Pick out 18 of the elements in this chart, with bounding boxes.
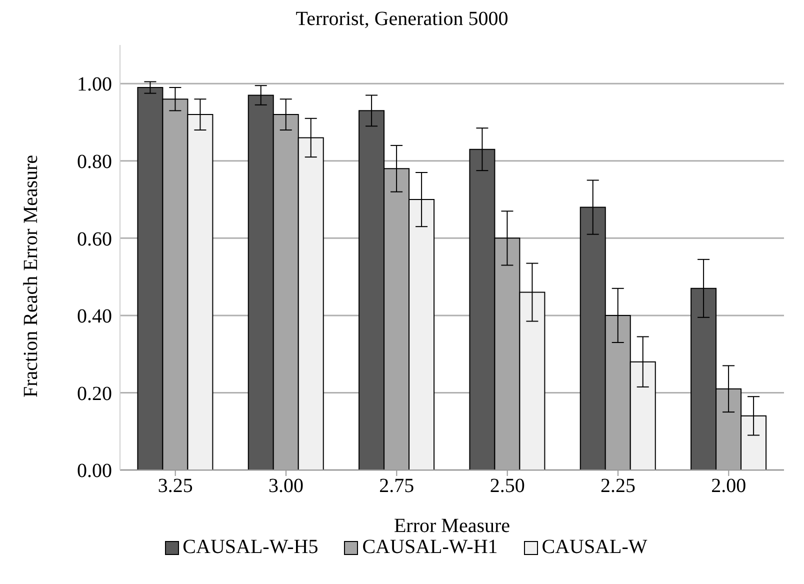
legend-label: CAUSAL-W: [542, 536, 648, 559]
legend-label: CAUSAL-W-H5: [182, 536, 318, 559]
chart-title: Terrorist, Generation 5000: [294, 8, 510, 31]
y-tick-label: 0.40: [77, 306, 112, 328]
y-tick-label: 0.20: [77, 382, 112, 405]
x-tick-label: 2.00: [711, 475, 746, 498]
y-tick-label: 0.80: [77, 151, 112, 174]
y-axis-title: Fraction Reach Error Measure: [20, 154, 42, 398]
x-tick-label: 2.75: [379, 475, 414, 498]
x-tick-label: 2.25: [600, 475, 636, 498]
y-tick-label: 1.00: [77, 74, 112, 96]
y-tick-label: 0.60: [77, 228, 112, 250]
x-tick-label: 3.25: [158, 475, 193, 498]
y-tick-label: 0.00: [77, 460, 112, 482]
legend-label: CAUSAL-W-H1: [362, 536, 498, 559]
x-tick-label: 2.50: [490, 475, 525, 498]
x-axis-title: Error Measure: [394, 515, 510, 537]
x-tick-label: 3.00: [268, 475, 304, 498]
